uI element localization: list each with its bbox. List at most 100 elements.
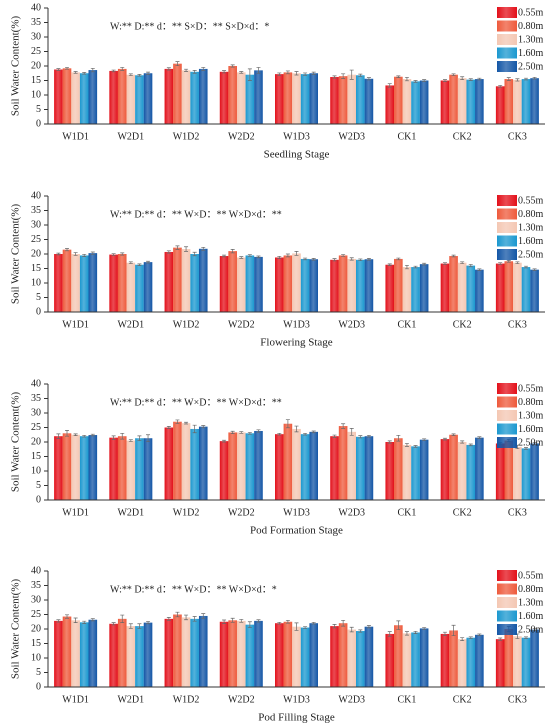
annotation: W:** D:** d：** W×D：** W×D×d：** [110, 209, 282, 220]
error-bar [468, 636, 473, 639]
error-bar [332, 624, 337, 629]
bar [190, 428, 199, 500]
bar [504, 440, 514, 500]
bar [330, 436, 339, 500]
legend-swatch [497, 20, 517, 32]
chart-panel: 0 5 10 15 20 25 30 35 40 W1D1 W2D1 W1D2 W2D2 W1D3 W2D3… [10, 565, 545, 724]
legend-swatch [497, 47, 517, 59]
error-bar [468, 443, 473, 447]
error-bar [332, 75, 337, 79]
bar [117, 618, 127, 687]
error-bar [73, 433, 78, 436]
error-bar [341, 423, 346, 429]
legend-label: 0.80m [518, 21, 544, 32]
bar [198, 68, 208, 124]
bar [356, 436, 365, 500]
error-bar [222, 619, 227, 624]
y-tick-label: 15 [31, 75, 41, 86]
error-bar [387, 83, 392, 88]
bar [292, 626, 301, 687]
error-bar [366, 434, 371, 438]
x-tick-label: CK2 [453, 131, 472, 142]
bar [62, 433, 72, 500]
error-bar [358, 73, 363, 77]
bar [135, 75, 144, 124]
legend-swatch [497, 624, 517, 635]
legend-swatch [497, 410, 517, 421]
error-bar [477, 436, 482, 439]
bar [236, 257, 246, 312]
bar [300, 258, 310, 312]
legend-label: 0.55m [518, 383, 544, 394]
bar [190, 254, 199, 312]
error-bar [82, 72, 87, 75]
bar [530, 269, 539, 312]
bar [309, 259, 318, 312]
bar [495, 263, 505, 312]
bar [88, 619, 98, 687]
bar [79, 436, 89, 500]
error-bar [247, 432, 252, 435]
x-tick-label: CK1 [397, 507, 416, 518]
bar [109, 623, 118, 687]
error-bar [311, 258, 316, 261]
x-axis-label: Seedling Stage [264, 149, 330, 161]
error-bar [460, 261, 465, 264]
bar [275, 257, 284, 312]
x-tick-label: CK1 [397, 131, 416, 142]
error-bar [111, 435, 116, 440]
error-bar [523, 77, 528, 81]
x-tick-label: W2D2 [228, 507, 255, 518]
bar [338, 76, 348, 124]
bar [330, 626, 339, 687]
bar [135, 438, 144, 500]
error-bar [73, 252, 78, 256]
x-tick-label: CK2 [453, 694, 472, 705]
legend-label: 1.60m [518, 424, 544, 435]
bar [347, 258, 357, 312]
error-bar [422, 627, 427, 630]
y-tick-label: 15 [31, 638, 41, 649]
error-bar [192, 616, 197, 622]
error-bar [230, 64, 235, 68]
bar [385, 633, 395, 687]
x-tick-label: W1D2 [173, 319, 200, 330]
bar [219, 256, 229, 312]
error-bar [506, 77, 511, 81]
error-bar [413, 445, 418, 448]
error-bar [128, 261, 133, 264]
legend-swatch [497, 396, 517, 408]
error-bar [90, 618, 95, 622]
bar [394, 76, 403, 124]
y-tick-label: 5 [36, 292, 41, 303]
error-bar [442, 262, 447, 265]
legend-label: 1.60m [518, 236, 544, 247]
bar [385, 85, 395, 124]
error-bar [146, 71, 151, 75]
error-bar [247, 68, 252, 81]
bar [198, 426, 208, 500]
bar [356, 259, 365, 312]
bar [466, 444, 476, 500]
error-bar [294, 622, 299, 631]
error-bar [82, 434, 87, 438]
error-bar [477, 77, 482, 81]
bar [283, 255, 293, 312]
legend-swatch [497, 235, 517, 247]
bar [219, 441, 229, 500]
error-bar [73, 617, 78, 623]
x-tick-label: W1D2 [173, 507, 200, 518]
bar [449, 630, 458, 687]
bar [347, 74, 357, 124]
error-bar [413, 265, 418, 269]
x-tick-label: W1D1 [62, 131, 89, 142]
bar [300, 74, 310, 124]
chart-panel: 0 5 10 15 20 25 30 35 40 W1D1 W2D1 W1D2 W2D2 W1D3 W2D3… [10, 378, 545, 537]
bar [347, 431, 357, 500]
y-tick-label: 35 [31, 580, 41, 591]
x-tick-label: W2D3 [338, 507, 365, 518]
bar [173, 421, 182, 500]
error-bar [239, 619, 244, 623]
x-tick-label: CK2 [453, 507, 472, 518]
error-bar [468, 78, 473, 81]
